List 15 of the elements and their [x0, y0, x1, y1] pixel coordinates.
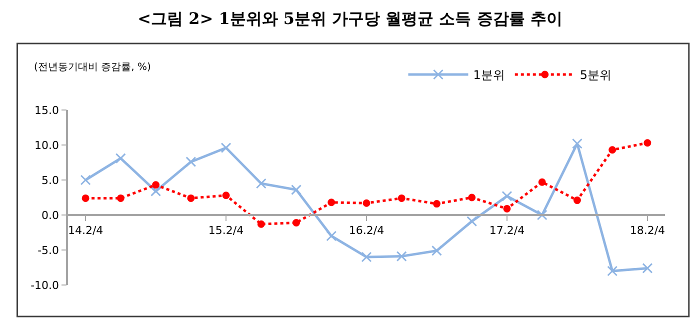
x-tick-label: 18.2/4: [630, 224, 666, 237]
legend-label: 1분위: [473, 68, 505, 82]
y-tick-label: -10.0: [30, 278, 60, 292]
x-tick-label: 16.2/4: [348, 224, 384, 237]
x-tick-label: 17.2/4: [489, 224, 525, 237]
chart-title: <그림 2> 1분위와 5분위 가구당 월평균 소득 증감률 추이: [138, 9, 562, 28]
y-tick-label: 10.0: [34, 138, 60, 152]
y-tick-label: 5.0: [42, 174, 60, 187]
y-tick-label: 0.0: [42, 208, 60, 222]
legend-label: 5분위: [580, 68, 612, 82]
x-tick-label: 14.2/4: [68, 224, 104, 237]
x-tick-label: 15.2/4: [208, 224, 244, 237]
y-tick-label: -5.0: [38, 244, 60, 257]
y-tick-label: 15.0: [34, 104, 60, 117]
y-axis-title: (전년동기대비 증감률, %): [34, 62, 151, 73]
